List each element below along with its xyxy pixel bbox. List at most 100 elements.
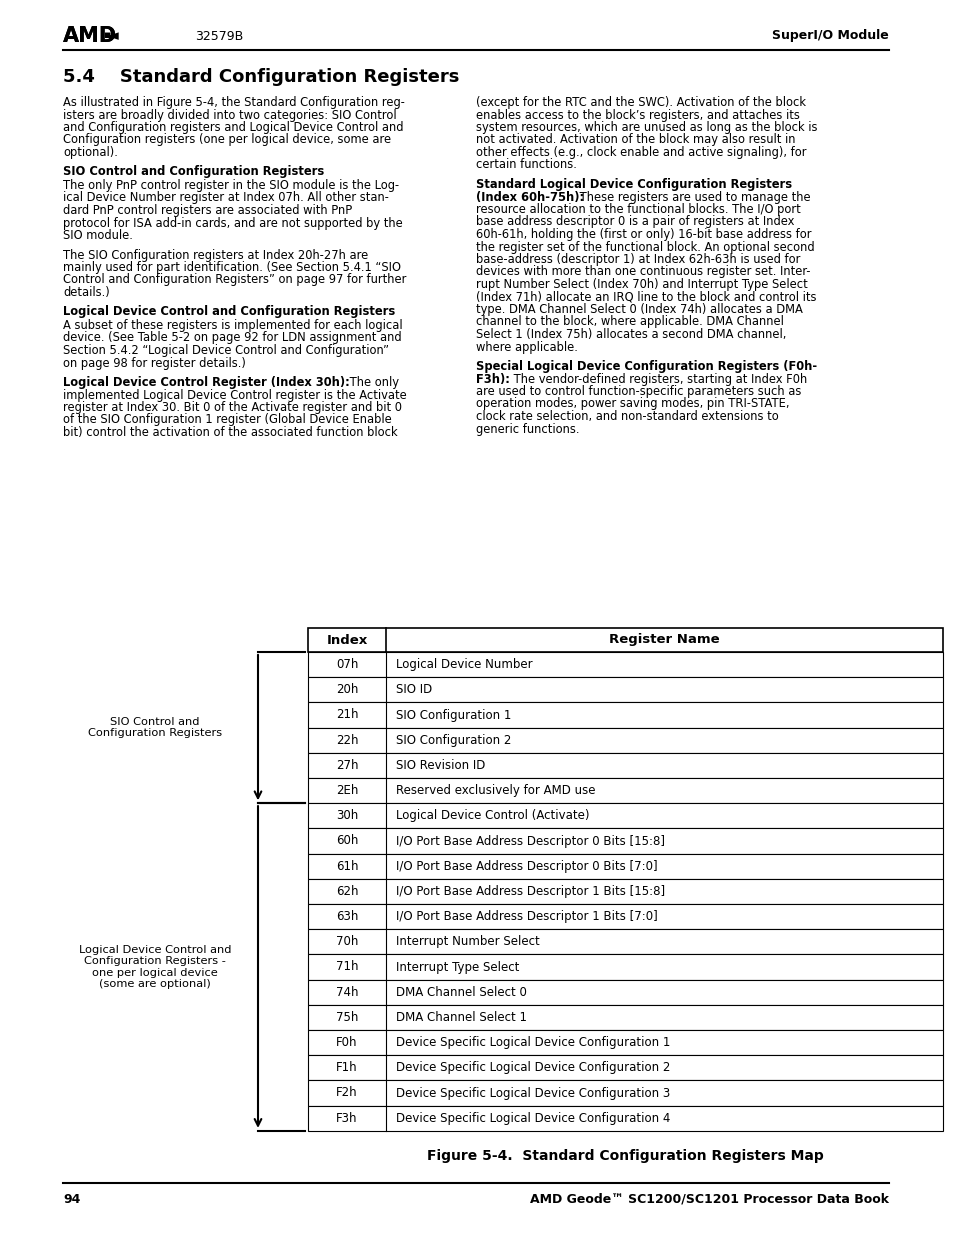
Text: base-address (descriptor 1) at Index 62h-63h is used for: base-address (descriptor 1) at Index 62h…: [476, 253, 800, 266]
Text: The only: The only: [346, 375, 398, 389]
Text: (Index 71h) allocate an IRQ line to the block and control its: (Index 71h) allocate an IRQ line to the …: [476, 290, 816, 304]
Text: devices with more than one continuous register set. Inter-: devices with more than one continuous re…: [476, 266, 810, 279]
Text: As illustrated in Figure 5-4, the Standard Configuration reg-: As illustrated in Figure 5-4, the Standa…: [63, 96, 404, 109]
Text: other effects (e.g., clock enable and active signaling), for: other effects (e.g., clock enable and ac…: [476, 146, 805, 159]
Text: 74h: 74h: [335, 986, 358, 999]
Text: The only PnP control register in the SIO module is the Log-: The only PnP control register in the SIO…: [63, 179, 398, 191]
Bar: [308, 879, 942, 904]
Text: Device Specific Logical Device Configuration 2: Device Specific Logical Device Configura…: [395, 1061, 670, 1074]
Bar: [308, 803, 942, 829]
Text: AMD Geode™ SC1200/SC1201 Processor Data Book: AMD Geode™ SC1200/SC1201 Processor Data …: [530, 1193, 888, 1207]
Text: 60h-61h, holding the (first or only) 16-bit base address for: 60h-61h, holding the (first or only) 16-…: [476, 228, 811, 241]
Text: 07h: 07h: [335, 658, 357, 671]
Text: I/O Port Base Address Descriptor 1 Bits [7:0]: I/O Port Base Address Descriptor 1 Bits …: [395, 910, 657, 923]
Text: Configuration registers (one per logical device, some are: Configuration registers (one per logical…: [63, 133, 391, 147]
Text: Logical Device Control and
Configuration Registers -
one per logical device
(som: Logical Device Control and Configuration…: [79, 945, 231, 989]
Text: 60h: 60h: [335, 835, 357, 847]
Text: and Configuration registers and Logical Device Control and: and Configuration registers and Logical …: [63, 121, 403, 135]
Text: channel to the block, where applicable. DMA Channel: channel to the block, where applicable. …: [476, 315, 783, 329]
Text: I/O Port Base Address Descriptor 0 Bits [15:8]: I/O Port Base Address Descriptor 0 Bits …: [395, 835, 664, 847]
Text: 75h: 75h: [335, 1011, 357, 1024]
Text: clock rate selection, and non-standard extensions to: clock rate selection, and non-standard e…: [476, 410, 778, 424]
Text: mainly used for part identification. (See Section 5.4.1 “SIO: mainly used for part identification. (Se…: [63, 261, 400, 274]
Text: operation modes, power saving modes, pin TRI-STATE,: operation modes, power saving modes, pin…: [476, 398, 789, 410]
Bar: [308, 1081, 942, 1105]
Text: A subset of these registers is implemented for each logical: A subset of these registers is implement…: [63, 319, 402, 332]
Text: protocol for ISA add-in cards, and are not supported by the: protocol for ISA add-in cards, and are n…: [63, 216, 402, 230]
Text: I/O Port Base Address Descriptor 1 Bits [15:8]: I/O Port Base Address Descriptor 1 Bits …: [395, 885, 664, 898]
Text: Special Logical Device Configuration Registers (F0h-: Special Logical Device Configuration Reg…: [476, 359, 817, 373]
Text: SIO Revision ID: SIO Revision ID: [395, 758, 485, 772]
Bar: [308, 1055, 942, 1081]
Bar: [308, 1105, 942, 1131]
Text: 94: 94: [63, 1193, 80, 1207]
Text: enables access to the block’s registers, and attaches its: enables access to the block’s registers,…: [476, 109, 799, 121]
Text: Device Specific Logical Device Configuration 3: Device Specific Logical Device Configura…: [395, 1087, 670, 1099]
Text: 27h: 27h: [335, 758, 358, 772]
Text: Logical Device Control Register (Index 30h):: Logical Device Control Register (Index 3…: [63, 375, 350, 389]
Bar: [308, 753, 942, 778]
Text: base address descriptor 0 is a pair of registers at Index: base address descriptor 0 is a pair of r…: [476, 215, 794, 228]
Text: AMD: AMD: [63, 26, 117, 46]
Text: 30h: 30h: [335, 809, 357, 823]
Text: 62h: 62h: [335, 885, 358, 898]
Text: 5.4    Standard Configuration Registers: 5.4 Standard Configuration Registers: [63, 68, 459, 86]
Text: on page 98 for register details.): on page 98 for register details.): [63, 357, 246, 369]
Text: Index: Index: [326, 634, 367, 646]
Text: the register set of the functional block. An optional second: the register set of the functional block…: [476, 241, 814, 253]
Text: DMA Channel Select 0: DMA Channel Select 0: [395, 986, 526, 999]
Text: Device Specific Logical Device Configuration 4: Device Specific Logical Device Configura…: [395, 1112, 670, 1125]
Text: F3h):: F3h):: [476, 373, 509, 385]
Text: The vendor-defined registers, starting at Index F0h: The vendor-defined registers, starting a…: [510, 373, 806, 385]
Text: device. (See Table 5-2 on page 92 for LDN assignment and: device. (See Table 5-2 on page 92 for LD…: [63, 331, 401, 345]
Bar: [308, 677, 942, 703]
Text: F1h: F1h: [335, 1061, 357, 1074]
Text: rupt Number Select (Index 70h) and Interrupt Type Select: rupt Number Select (Index 70h) and Inter…: [476, 278, 807, 291]
Text: generic functions.: generic functions.: [476, 422, 578, 436]
Text: I/O Port Base Address Descriptor 0 Bits [7:0]: I/O Port Base Address Descriptor 0 Bits …: [395, 860, 657, 873]
Bar: [308, 703, 942, 727]
Text: (except for the RTC and the SWC). Activation of the block: (except for the RTC and the SWC). Activa…: [476, 96, 805, 109]
Bar: [308, 1030, 942, 1055]
Text: system resources, which are unused as long as the block is: system resources, which are unused as lo…: [476, 121, 817, 135]
Text: optional).: optional).: [63, 146, 118, 159]
Text: type. DMA Channel Select 0 (Index 74h) allocates a DMA: type. DMA Channel Select 0 (Index 74h) a…: [476, 303, 802, 316]
Bar: [308, 929, 942, 955]
Text: Control and Configuration Registers” on page 97 for further: Control and Configuration Registers” on …: [63, 273, 406, 287]
Text: SIO Control and
Configuration Registers: SIO Control and Configuration Registers: [88, 716, 222, 739]
Text: The SIO Configuration registers at Index 20h-27h are: The SIO Configuration registers at Index…: [63, 248, 368, 262]
Text: dard PnP control registers are associated with PnP: dard PnP control registers are associate…: [63, 204, 352, 217]
Text: ▪: ▪: [104, 30, 112, 40]
Text: ical Device Number register at Index 07h. All other stan-: ical Device Number register at Index 07h…: [63, 191, 389, 205]
Text: 32579B: 32579B: [194, 30, 243, 42]
Text: 70h: 70h: [335, 935, 357, 948]
Text: 21h: 21h: [335, 709, 358, 721]
Text: Standard Logical Device Configuration Registers: Standard Logical Device Configuration Re…: [476, 178, 791, 191]
Text: 2Eh: 2Eh: [335, 784, 357, 797]
Bar: [308, 904, 942, 929]
Text: SIO module.: SIO module.: [63, 228, 132, 242]
Text: Register Name: Register Name: [609, 634, 720, 646]
Text: Section 5.4.2 “Logical Device Control and Configuration”: Section 5.4.2 “Logical Device Control an…: [63, 345, 389, 357]
Bar: [308, 778, 942, 803]
Text: of the SIO Configuration 1 register (Global Device Enable: of the SIO Configuration 1 register (Glo…: [63, 414, 392, 426]
Bar: [308, 979, 942, 1005]
Text: 71h: 71h: [335, 961, 358, 973]
Text: SIO Configuration 1: SIO Configuration 1: [395, 709, 511, 721]
Text: Select 1 (Index 75h) allocates a second DMA channel,: Select 1 (Index 75h) allocates a second …: [476, 329, 785, 341]
Text: Logical Device Control and Configuration Registers: Logical Device Control and Configuration…: [63, 305, 395, 319]
Bar: [308, 829, 942, 853]
Text: (Index 60h-75h):: (Index 60h-75h):: [476, 190, 583, 204]
Bar: [308, 629, 942, 652]
Text: ◄: ◄: [107, 28, 118, 43]
Text: implemented Logical Device Control register is the Activate: implemented Logical Device Control regis…: [63, 389, 406, 401]
Text: SuperI/O Module: SuperI/O Module: [771, 30, 888, 42]
Text: SIO Configuration 2: SIO Configuration 2: [395, 734, 511, 747]
Text: Interrupt Type Select: Interrupt Type Select: [395, 961, 518, 973]
Bar: [308, 1005, 942, 1030]
Text: Figure 5-4.  Standard Configuration Registers Map: Figure 5-4. Standard Configuration Regis…: [427, 1149, 823, 1163]
Text: Interrupt Number Select: Interrupt Number Select: [395, 935, 539, 948]
Bar: [308, 727, 942, 753]
Text: details.): details.): [63, 287, 110, 299]
Text: where applicable.: where applicable.: [476, 341, 578, 353]
